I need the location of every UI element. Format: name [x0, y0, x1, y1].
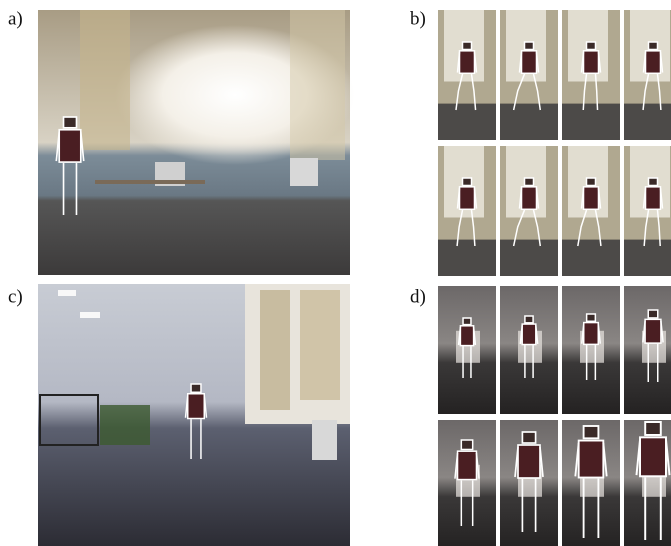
floor: [624, 240, 671, 276]
torso: [522, 187, 537, 209]
torso: [522, 324, 536, 344]
torso: [460, 326, 473, 346]
head: [648, 310, 658, 318]
head: [463, 318, 471, 325]
head: [587, 42, 596, 49]
head: [461, 440, 472, 449]
head: [191, 384, 201, 392]
torso: [646, 187, 661, 209]
head: [463, 178, 472, 185]
torso: [646, 51, 661, 73]
floor: [438, 240, 496, 276]
floor: [500, 240, 558, 276]
head: [587, 178, 596, 185]
torso: [584, 187, 599, 209]
torso: [518, 445, 540, 478]
panel-label: b): [410, 8, 426, 29]
floor: [500, 104, 558, 140]
head: [649, 178, 658, 185]
figure: a) b) c) d): [0, 0, 671, 546]
head: [64, 117, 77, 128]
head: [525, 178, 534, 185]
torso: [640, 437, 666, 476]
torso: [584, 323, 599, 345]
torso: [579, 441, 604, 478]
torso: [522, 51, 537, 73]
head: [463, 42, 472, 49]
head: [525, 42, 534, 49]
panel-label: c): [8, 286, 23, 307]
floor: [624, 104, 671, 140]
torso: [188, 394, 205, 419]
page: a) b) c) d) (() => { const data = JSON.p…: [0, 0, 671, 546]
head: [525, 316, 533, 323]
head: [584, 426, 599, 438]
head: [645, 422, 661, 435]
floor: [562, 240, 620, 276]
head: [649, 42, 658, 49]
torso: [458, 451, 477, 479]
torso: [460, 51, 475, 73]
torso: [584, 51, 599, 73]
photo-a: [38, 10, 355, 275]
floor: [562, 104, 620, 140]
head: [587, 314, 596, 321]
panel-label: a): [8, 8, 23, 29]
torso: [460, 187, 475, 209]
torso: [645, 319, 661, 343]
torso: [59, 130, 81, 162]
panel-label: d): [410, 286, 426, 307]
floor: [438, 104, 496, 140]
head: [522, 432, 535, 443]
